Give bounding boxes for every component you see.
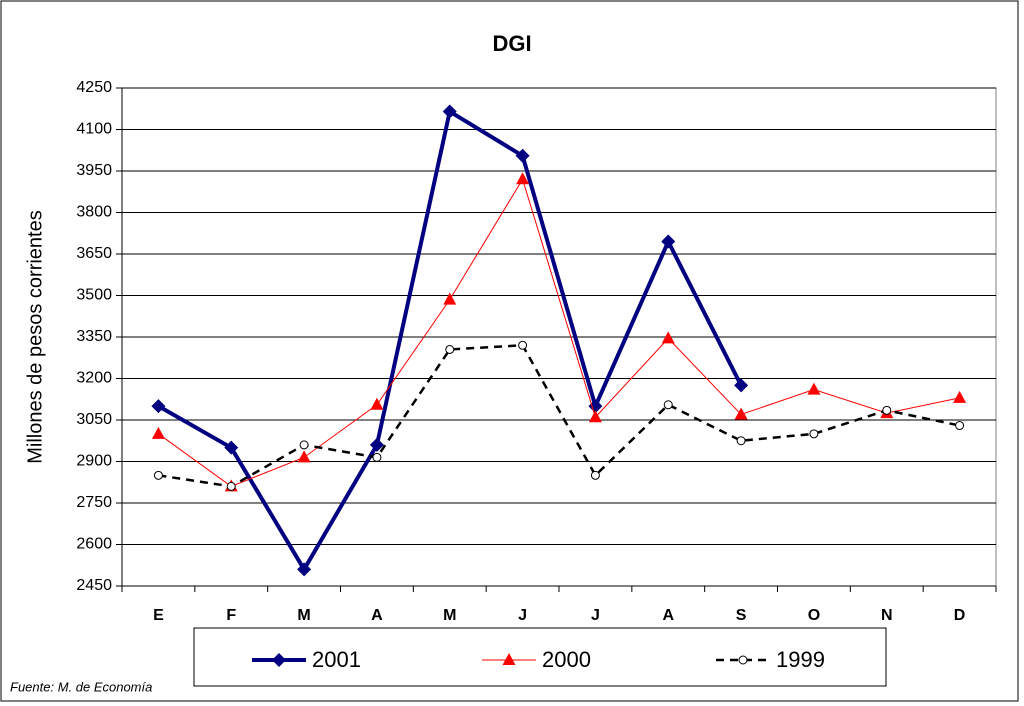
data-point: [955, 421, 965, 431]
y-tick-label: 3500: [76, 287, 112, 304]
x-tick-label: E: [153, 607, 164, 624]
data-point: [369, 437, 384, 452]
data-point: [734, 378, 749, 393]
data-point: [809, 429, 819, 439]
data-point: [590, 470, 600, 480]
x-tick-label: F: [226, 607, 236, 624]
data-point: [442, 104, 457, 119]
x-tick-label: M: [297, 607, 310, 624]
data-point: [445, 344, 455, 354]
data-point: [372, 452, 382, 462]
data-point: [516, 172, 530, 185]
data-point: [588, 410, 602, 423]
data-point: [882, 405, 892, 415]
data-point: [953, 390, 967, 403]
x-tick-label: A: [371, 607, 383, 624]
y-tick-label: 3650: [76, 245, 112, 262]
y-tick-label: 4250: [76, 79, 112, 96]
series-line: [158, 344, 960, 488]
data-point: [515, 148, 530, 163]
data-point: [661, 331, 675, 344]
legend-label: 2000: [542, 647, 591, 672]
x-tick-label: J: [591, 607, 600, 624]
y-tick-label: 2600: [76, 536, 112, 553]
x-tick-label: M: [443, 607, 456, 624]
data-point: [151, 399, 166, 414]
data-point: [588, 399, 603, 414]
data-point: [518, 340, 528, 350]
data-point: [370, 397, 384, 410]
legend-marker: [738, 655, 748, 665]
data-point: [153, 470, 163, 480]
data-point: [151, 426, 165, 439]
data-point: [224, 440, 239, 455]
data-point: [226, 481, 236, 491]
legend-box: [193, 627, 887, 687]
y-tick-label: 2750: [76, 494, 112, 511]
y-tick-label: 3050: [76, 411, 112, 428]
data-point: [297, 450, 311, 463]
x-tick-label: D: [954, 607, 966, 624]
y-tick-label: 3950: [76, 162, 112, 179]
y-tick-label: 4100: [76, 121, 112, 138]
data-point: [661, 234, 676, 249]
data-point: [807, 382, 821, 395]
x-tick-label: N: [881, 607, 893, 624]
x-tick-label: J: [518, 607, 527, 624]
chart-title: DGI: [492, 31, 531, 56]
y-tick-label: 3800: [76, 204, 112, 221]
data-point: [297, 562, 312, 577]
data-point: [663, 400, 673, 410]
x-tick-label: A: [662, 607, 674, 624]
x-tick-label: O: [808, 607, 820, 624]
legend-marker: [272, 653, 286, 667]
x-tick-label: S: [736, 607, 747, 624]
y-tick-label: 3200: [76, 370, 112, 387]
legend-label: 1999: [776, 647, 825, 672]
source-note: Fuente: M. de Economía: [10, 679, 152, 694]
y-axis-label: Millones de pesos corrientes: [24, 210, 46, 463]
y-tick-label: 3350: [76, 328, 112, 345]
legend-marker: [502, 653, 516, 665]
y-tick-label: 2900: [76, 453, 112, 470]
series-line: [158, 178, 960, 487]
data-point: [736, 436, 746, 446]
y-tick-label: 2450: [76, 577, 112, 594]
data-point: [299, 440, 309, 450]
data-point: [734, 407, 748, 420]
legend-label: 2001: [312, 647, 361, 672]
data-point: [443, 292, 457, 305]
